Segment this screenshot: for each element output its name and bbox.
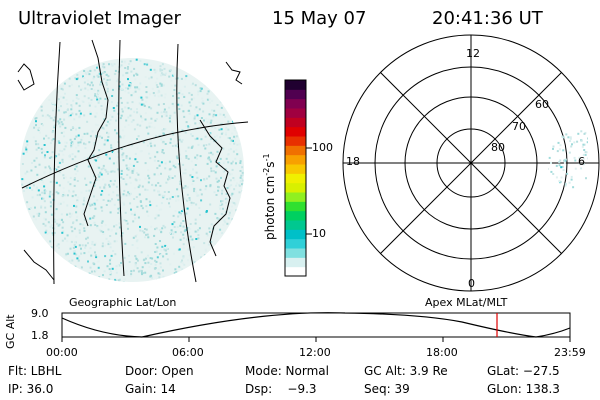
- colorbar-swatch: [285, 117, 306, 128]
- date-label: 15 May 07: [272, 8, 367, 29]
- colorbar-swatch: [285, 192, 306, 202]
- coastline: [225, 61, 243, 85]
- colorbar-swatch: [285, 257, 306, 268]
- gc-alt-info: GC Alt: 3.9 Re: [364, 364, 448, 378]
- strip-y-label: GC Alt: [4, 314, 17, 349]
- colorbar-tick-label-100: 100: [312, 141, 333, 154]
- colorbar-swatch: [285, 182, 306, 193]
- colorbar-swatch: [285, 126, 306, 137]
- latitude-line: [21, 121, 249, 189]
- altitude-strip: [61, 312, 571, 342]
- strip-x-tick-1200: 12:00: [299, 346, 331, 359]
- color-scale-bar: [285, 80, 306, 277]
- strip-frame: [61, 312, 571, 338]
- mlt-label-12: 12: [466, 47, 480, 60]
- strip-x-tick-1800: 18:00: [426, 346, 458, 359]
- altitude-curve: [61, 312, 571, 338]
- strip-x-tick-0600: 06:00: [172, 346, 204, 359]
- mlt-label-18: 18: [346, 155, 360, 168]
- polar-plot: [342, 34, 600, 292]
- colorbar-swatch: [285, 220, 306, 230]
- strip-y-min: 1.8: [31, 329, 49, 342]
- mode-info: Mode: Normal: [245, 364, 329, 378]
- left-panel-label: Geographic Lat/Lon: [69, 296, 177, 309]
- mlat-label-60: 60: [535, 98, 549, 111]
- app-title: Ultraviolet Imager: [18, 8, 181, 29]
- glon-info: GLon: 138.3: [487, 382, 560, 396]
- coastline: [199, 119, 231, 257]
- polar-diagonal: [380, 72, 562, 254]
- strip-y-max: 9.0: [31, 307, 49, 320]
- strip-ticks: [61, 337, 571, 342]
- colorbar-swatch: [285, 266, 306, 277]
- longitude-line: [53, 41, 61, 285]
- colorbar-swatch: [285, 154, 306, 165]
- mlat-label-80: 80: [491, 141, 505, 154]
- gain-info: Gain: 14: [125, 382, 176, 396]
- colorbar-swatch: [285, 89, 306, 100]
- colorbar-tick-label-10: 10: [312, 227, 326, 240]
- longitude-line: [176, 43, 197, 283]
- mlt-label-0: 0: [468, 277, 475, 290]
- coastline: [23, 249, 55, 281]
- colorbar-swatch: [285, 145, 306, 156]
- seq-info: Seq: 39: [364, 382, 410, 396]
- colorbar-swatch: [285, 136, 306, 146]
- colorbar-swatch: [285, 238, 306, 249]
- colorbar-swatch: [285, 248, 306, 258]
- filter-info: Flt: LBHL: [8, 364, 62, 378]
- coastline: [17, 63, 35, 91]
- colorbar-swatch: [285, 201, 306, 212]
- strip-x-tick-2359: 23:59: [554, 346, 586, 359]
- mlt-label-6: 6: [578, 155, 585, 168]
- door-info: Door: Open: [125, 364, 194, 378]
- coastline: [83, 39, 109, 227]
- colorbar-swatch: [285, 164, 306, 174]
- dsp-info: Dsp: −9.3: [245, 382, 317, 396]
- colorbar-swatch: [285, 108, 306, 118]
- colorbar-units: photon cm-2s-1: [262, 153, 277, 240]
- strip-x-tick-0000: 00:00: [46, 346, 78, 359]
- color-scale-frame: [284, 79, 307, 277]
- ip-info: IP: 36.0: [8, 382, 54, 396]
- glat-info: GLat: −27.5: [487, 364, 560, 378]
- colorbar-swatch: [285, 98, 306, 109]
- longitude-line: [118, 39, 125, 277]
- colorbar-swatch: [285, 80, 306, 90]
- polar-panel-label: Apex MLat/MLT: [425, 296, 508, 309]
- geographic-grid: [17, 39, 249, 285]
- colorbar-swatch: [285, 210, 306, 221]
- polar-uv-overlay: [548, 130, 588, 189]
- mlat-label-70: 70: [512, 120, 526, 133]
- time-label: 20:41:36 UT: [432, 8, 543, 29]
- colorbar-swatch: [285, 173, 306, 184]
- colorbar-swatch: [285, 229, 306, 240]
